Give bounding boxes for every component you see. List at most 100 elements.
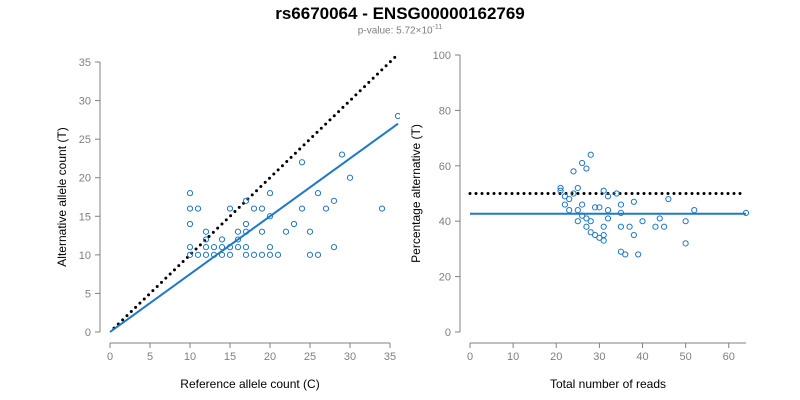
data-point: [617, 248, 625, 255]
data-point: [566, 207, 573, 214]
data-point: [274, 251, 282, 258]
x-tick-label: 30: [344, 351, 356, 363]
data-point: [583, 223, 590, 230]
data-point: [234, 244, 242, 251]
data-point: [561, 201, 568, 208]
data-point: [202, 236, 210, 243]
data-point: [613, 190, 620, 197]
data-point: [242, 220, 250, 228]
data-point: [258, 228, 266, 235]
data-point: [587, 218, 594, 225]
x-tick-label: 20: [550, 351, 562, 363]
data-point: [338, 151, 346, 158]
data-point: [202, 244, 210, 251]
y-tick-label: 100: [433, 50, 451, 62]
x-tick-label: 25: [304, 351, 316, 363]
y-tick-label: 35: [79, 57, 91, 69]
data-point: [306, 228, 314, 235]
data-point: [242, 251, 250, 258]
expected-ratio-line: [112, 52, 400, 330]
y-tick-label: 15: [79, 211, 91, 223]
data-point: [394, 112, 400, 120]
data-point: [600, 187, 607, 194]
data-point: [660, 223, 668, 230]
data-point: [630, 198, 637, 205]
data-point: [639, 218, 646, 225]
data-point: [266, 190, 274, 197]
data-point: [266, 244, 274, 251]
data-point: [596, 204, 603, 211]
chart-title: rs6670064 - ENSG00000162769: [275, 4, 525, 23]
y-tick-label: 0: [445, 327, 451, 339]
data-point: [579, 159, 586, 167]
data-point: [314, 190, 322, 197]
data-point: [218, 244, 226, 251]
x-tick-label: 15: [224, 351, 236, 363]
data-point: [617, 209, 625, 216]
data-point: [194, 251, 202, 258]
data-point: [665, 195, 672, 203]
data-point: [574, 184, 581, 192]
x-tick-label: 35: [384, 351, 396, 363]
data-point: [330, 244, 338, 251]
y-tick-label: 40: [439, 216, 451, 228]
pvalue-exponent: -11: [432, 24, 443, 31]
data-point: [622, 251, 629, 258]
y-tick-label: 10: [79, 250, 91, 262]
data-point: [186, 244, 194, 251]
regression-line: [109, 122, 399, 333]
data-point: [591, 231, 599, 239]
data-point: [298, 205, 306, 212]
y-axis-label: Percentage alternative (T): [409, 124, 423, 263]
data-point: [250, 251, 258, 258]
data-point: [218, 236, 226, 243]
data-point: [258, 205, 266, 212]
data-point: [579, 212, 586, 219]
data-point: [378, 205, 386, 212]
data-point: [218, 251, 226, 258]
y-tick-label: 20: [79, 173, 91, 185]
data-point: [210, 244, 218, 251]
data-point: [226, 251, 234, 258]
data-point: [322, 205, 330, 212]
data-point: [579, 201, 586, 208]
x-tick-label: 50: [680, 351, 692, 363]
data-point: [742, 209, 750, 216]
pvalue-text: p-value: 5.72×10: [357, 25, 433, 37]
data-point: [266, 251, 274, 258]
y-tick-label: 30: [79, 96, 91, 108]
x-tick-label: 0: [107, 351, 113, 363]
data-point: [202, 251, 210, 258]
data-point: [298, 159, 306, 166]
x-tick-label: 0: [467, 351, 473, 363]
data-point: [226, 244, 234, 251]
data-point: [306, 251, 314, 258]
data-point: [566, 195, 573, 203]
data-point: [604, 207, 612, 214]
chart-subtitle: p-value: 5.72×10-11: [0, 24, 800, 36]
y-tick-label: 25: [79, 134, 91, 146]
data-point: [600, 237, 607, 244]
data-point: [210, 251, 218, 258]
data-point: [290, 220, 298, 228]
data-point: [600, 223, 607, 230]
data-point: [682, 240, 689, 247]
y-tick-label: 80: [439, 105, 451, 117]
x-axis-label: Reference allele count (C): [180, 377, 319, 391]
data-point: [202, 228, 210, 235]
data-point: [242, 244, 250, 251]
data-point: [194, 205, 202, 212]
y-tick-label: 20: [439, 272, 451, 284]
x-tick-label: 60: [723, 351, 735, 363]
data-point: [314, 251, 322, 258]
data-point: [282, 228, 290, 235]
data-point: [596, 234, 603, 241]
data-point: [186, 251, 194, 258]
data-point: [626, 223, 633, 230]
x-tick-label: 10: [507, 351, 519, 363]
data-point: [234, 228, 242, 235]
y-tick-label: 5: [85, 288, 91, 300]
data-point: [186, 190, 194, 197]
data-point: [242, 228, 250, 235]
data-point: [234, 236, 242, 243]
